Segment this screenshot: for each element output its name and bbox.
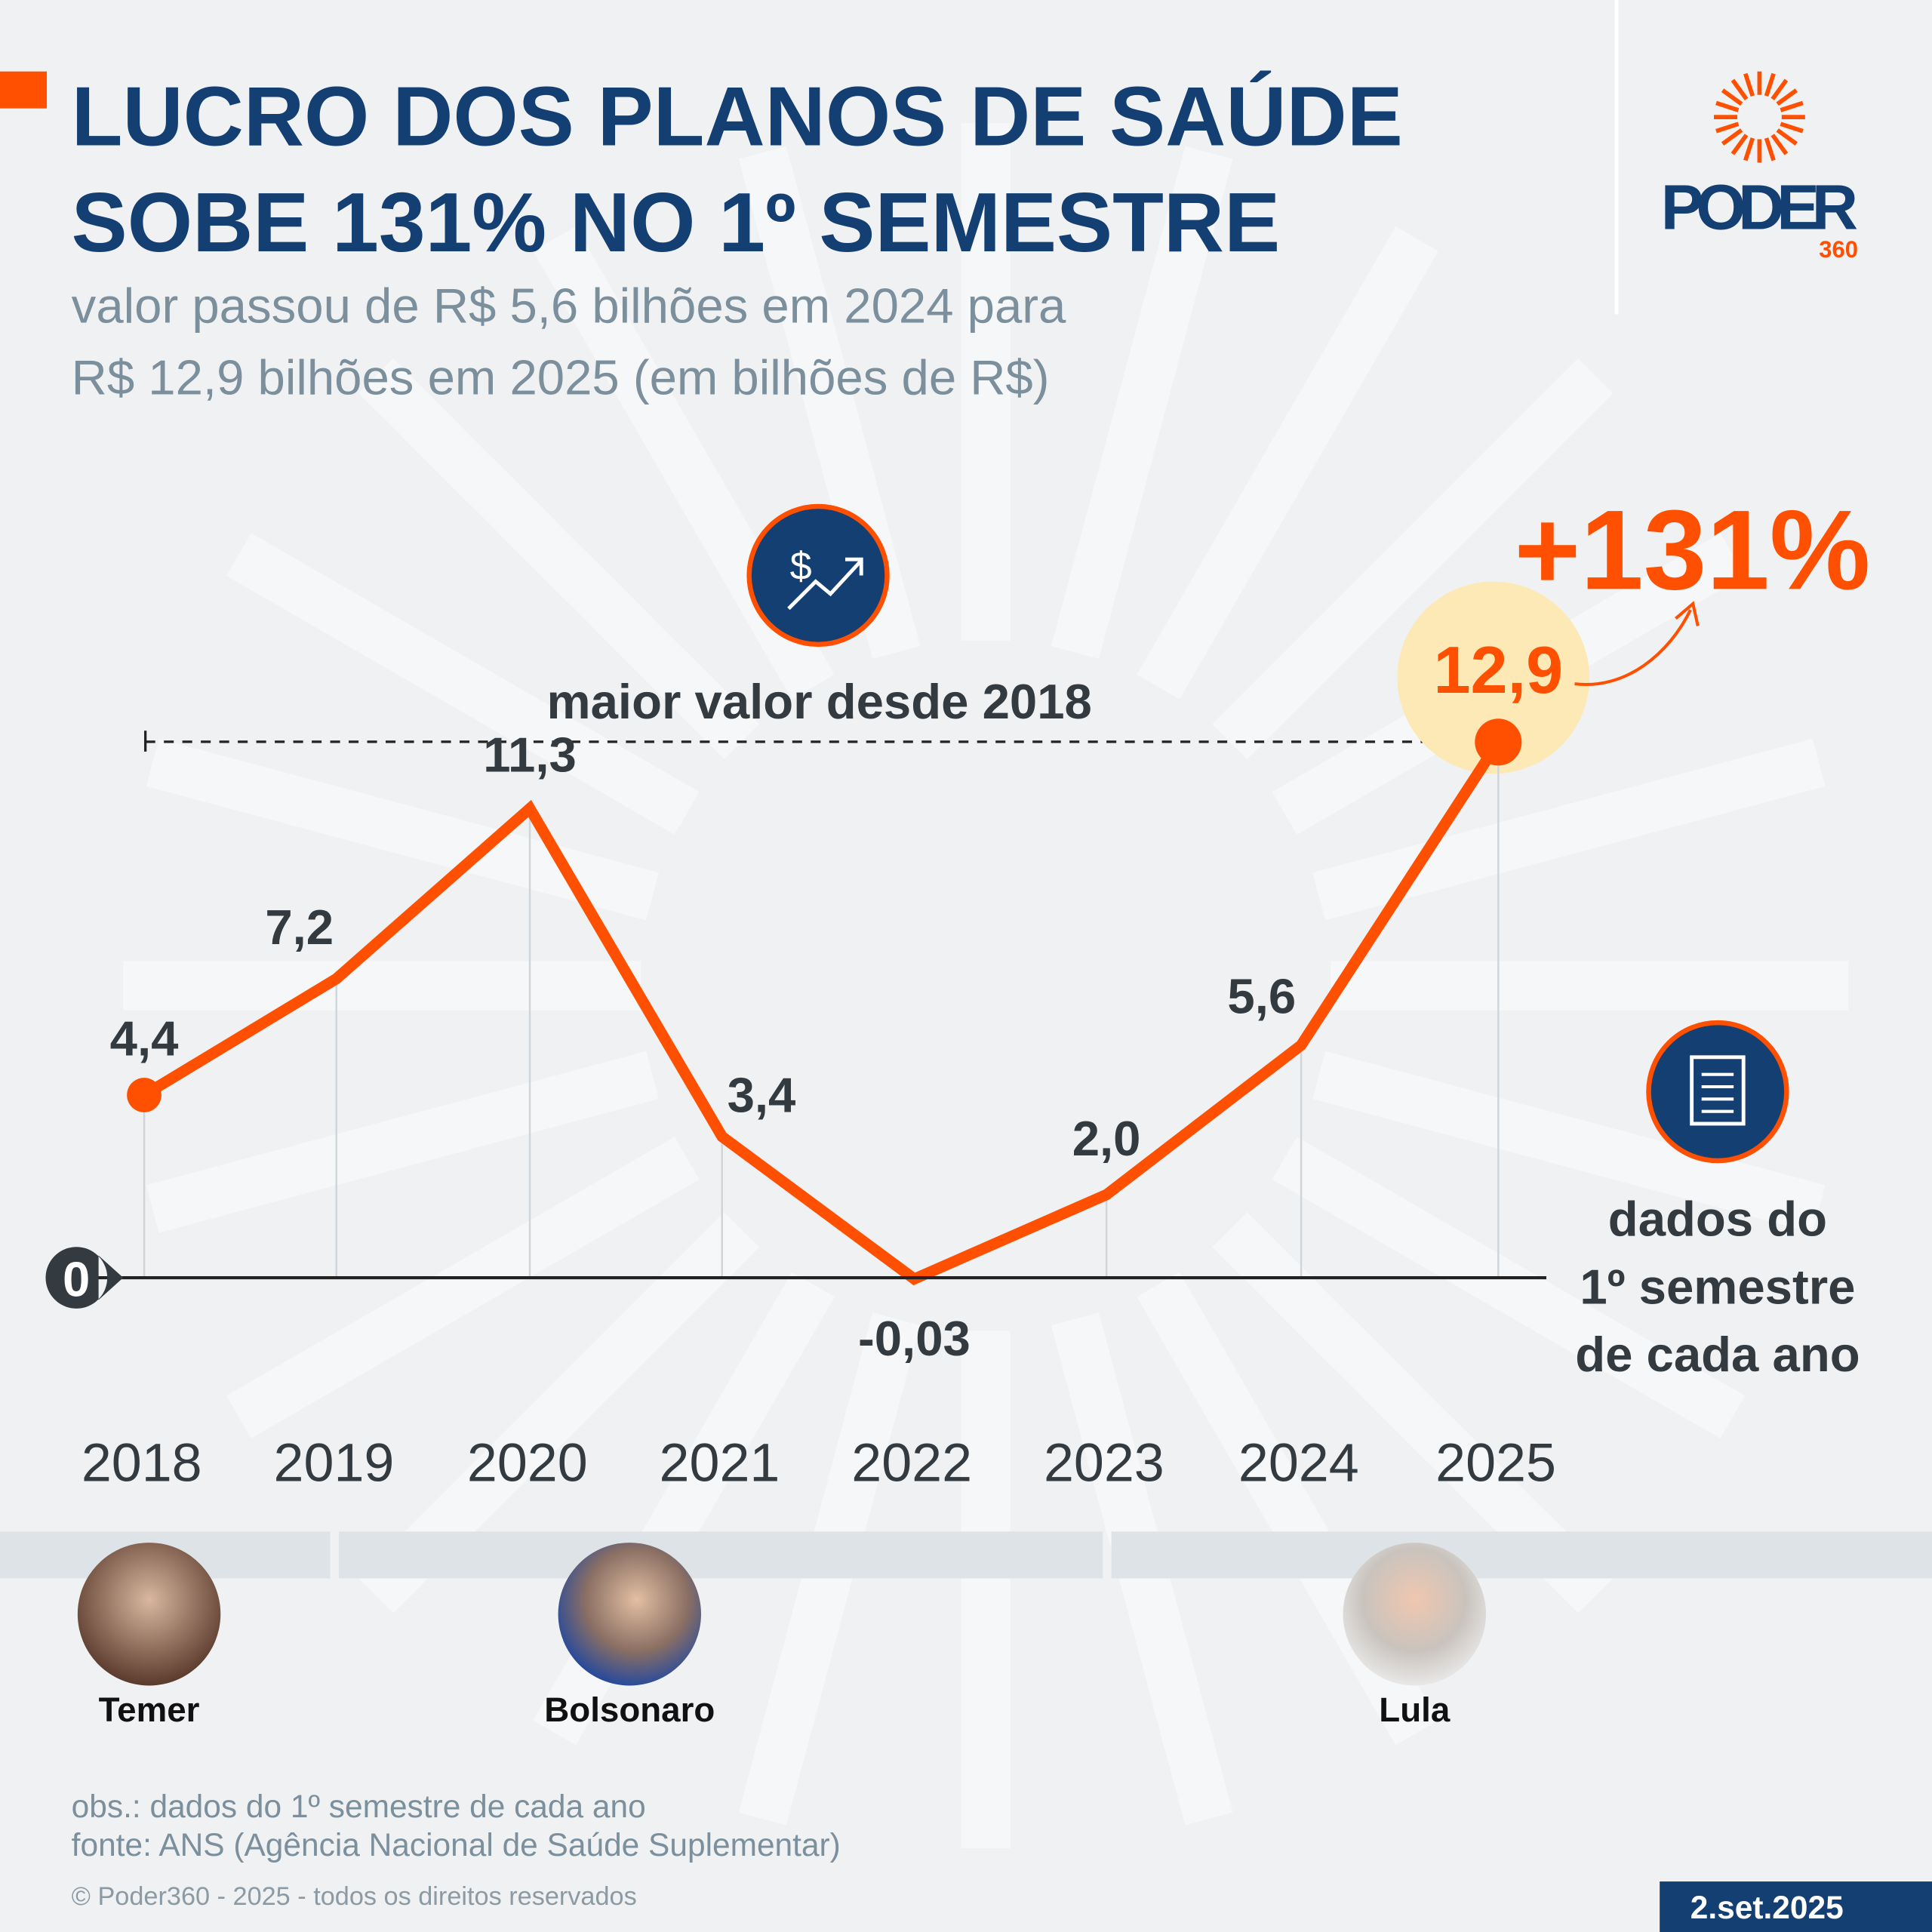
- footer-obs: obs.: dados do 1º semestre de cada ano: [72, 1789, 646, 1824]
- subtitle-line2: R$ 12,9 bilhões em 2025 (em bilhões de R…: [72, 349, 1050, 405]
- data-line: [141, 739, 1503, 1286]
- data-point-end: [1475, 718, 1522, 766]
- poder360-sun-logo-icon: [1714, 71, 1805, 163]
- data-label: 3,4: [728, 1067, 796, 1122]
- note-line1: dados do: [1608, 1192, 1827, 1247]
- avatar-temer: [77, 1543, 221, 1686]
- svg-text:$: $: [790, 544, 812, 588]
- subtitle-line1: valor passou de R$ 5,6 bilhões em 2024 p…: [72, 278, 1066, 334]
- accent-tab: [0, 71, 48, 109]
- ray: [358, 358, 759, 759]
- title-line2: SOBE 131% NO 1º SEMESTRE: [72, 175, 1280, 269]
- date-badge: [1660, 1881, 1932, 1932]
- x-tick-label: 2019: [274, 1432, 395, 1493]
- line-chart: 4,4 7,2 11,3 3,4 -0,03 2,0 5,6 12,9 2018 2019 2020…: [82, 632, 1563, 1493]
- note-line2: 1º semestre: [1580, 1259, 1855, 1314]
- ray: [1212, 358, 1614, 759]
- ray: [226, 1137, 700, 1438]
- title-line1: LUCRO DOS PLANOS DE SAÚDE: [72, 69, 1403, 164]
- x-tick-label: 2025: [1435, 1432, 1556, 1493]
- name-lula: Lula: [1379, 1690, 1451, 1729]
- x-tick-label: 2021: [660, 1432, 780, 1493]
- ray: [1312, 1051, 1826, 1233]
- date-text: 2.set.2025: [1690, 1890, 1844, 1925]
- avatar-lula: [1343, 1543, 1486, 1686]
- change-percent: +131%: [1515, 486, 1871, 613]
- ray: [1312, 738, 1826, 921]
- highlight-circle: [1397, 581, 1590, 774]
- band-lula: [1111, 1531, 1932, 1579]
- data-label: 5,6: [1227, 968, 1296, 1023]
- x-tick-label: 2024: [1238, 1432, 1359, 1493]
- zero-label: 0: [63, 1252, 90, 1307]
- data-label: 7,2: [265, 900, 334, 955]
- footer-copyright: © Poder360 - 2025 - todos os direitos re…: [72, 1882, 637, 1911]
- footer-source: fonte: ANS (Agência Nacional de Saúde Su…: [72, 1827, 841, 1863]
- x-tick-label: 2022: [851, 1432, 972, 1493]
- ray: [1137, 226, 1438, 700]
- name-bolsonaro: Bolsonaro: [544, 1690, 715, 1729]
- data-label: 2,0: [1072, 1111, 1141, 1166]
- data-point-start: [127, 1078, 162, 1112]
- avatar-bolsonaro: [558, 1543, 701, 1686]
- note-line3: de cada ano: [1575, 1327, 1860, 1382]
- data-label: 4,4: [110, 1011, 179, 1066]
- max-value-label: maior valor desde 2018: [547, 674, 1092, 729]
- ray: [1272, 1137, 1746, 1438]
- data-label: 11,3: [483, 727, 576, 782]
- data-label: -0,03: [858, 1311, 971, 1366]
- logo-name: PODER: [1661, 171, 1858, 243]
- name-temer: Temer: [99, 1690, 200, 1729]
- x-tick-label: 2020: [467, 1432, 588, 1493]
- ray: [146, 1051, 660, 1233]
- data-label: 12,9: [1434, 632, 1564, 707]
- change-arrow-icon: [1574, 609, 1692, 687]
- x-tick-label: 2023: [1044, 1432, 1164, 1493]
- zero-marker: [45, 1247, 124, 1309]
- document-icon: [1646, 1020, 1789, 1164]
- logo-number: 360: [1819, 236, 1858, 263]
- ray: [1051, 146, 1233, 660]
- background-sunburst: [123, 123, 1848, 1848]
- ray: [226, 533, 700, 835]
- band-bolsonaro: [338, 1531, 1103, 1579]
- x-tick-label: 2018: [82, 1432, 202, 1493]
- dollar-trend-up-icon: $: [746, 503, 890, 648]
